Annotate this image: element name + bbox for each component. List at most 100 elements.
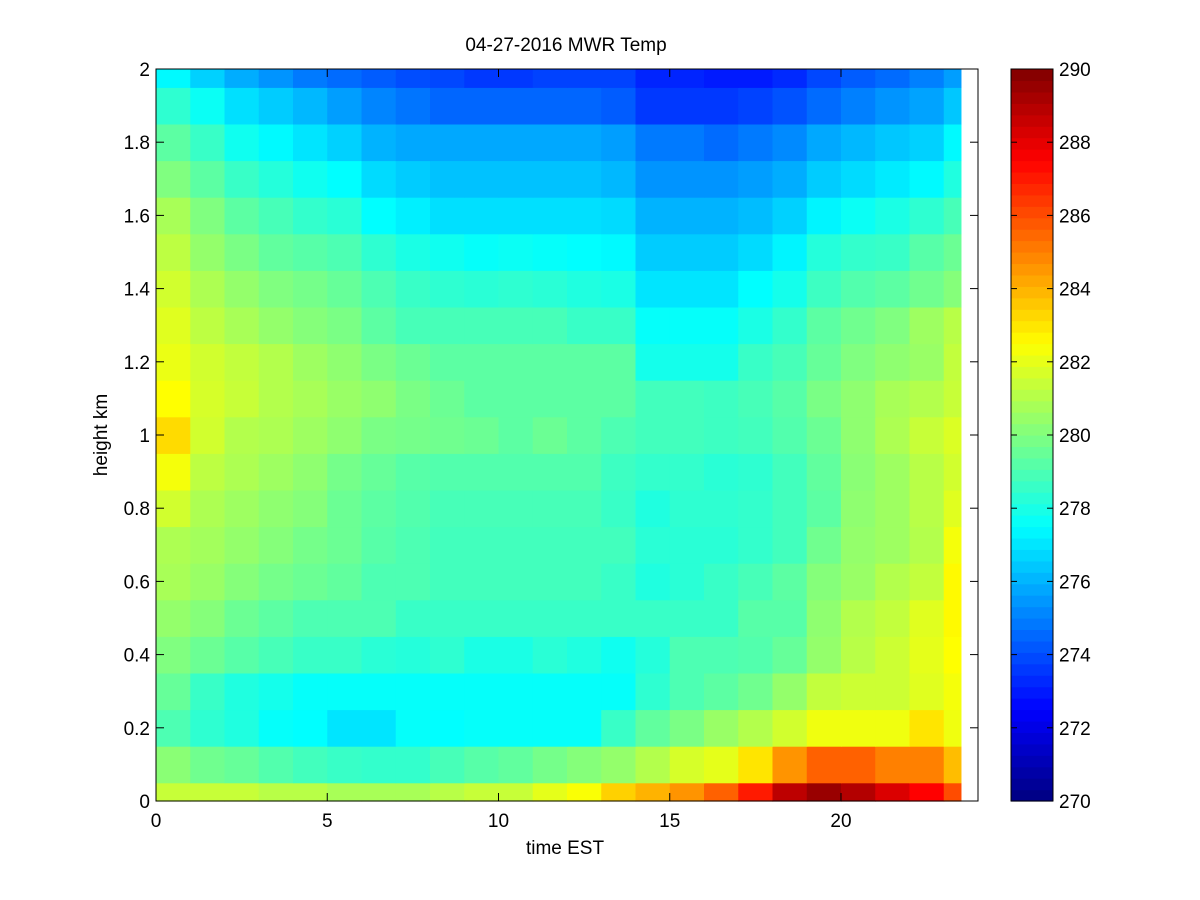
heatmap-cell <box>498 563 534 601</box>
colorbar-band <box>1011 80 1053 93</box>
heatmap-cell <box>909 672 945 711</box>
colorbar-band <box>1011 389 1053 402</box>
heatmap-cell <box>772 343 808 381</box>
heatmap-cell <box>806 380 842 418</box>
heatmap-cell <box>943 599 962 637</box>
heatmap-cell <box>258 489 294 528</box>
heatmap-cell <box>190 123 226 162</box>
heatmap-cell <box>601 87 637 125</box>
heatmap-cell <box>704 380 739 418</box>
heatmap-cell <box>704 123 739 162</box>
heatmap-cell <box>430 782 465 802</box>
heatmap-cell <box>361 709 397 747</box>
heatmap-cell <box>224 526 260 564</box>
heatmap-cell <box>875 563 911 601</box>
heatmap-cell <box>190 526 226 564</box>
heatmap-cell <box>498 416 534 454</box>
heatmap-cell <box>190 489 226 528</box>
heatmap-cell <box>567 270 602 308</box>
colorbar-band <box>1011 526 1053 539</box>
colorbar-band <box>1011 492 1053 505</box>
heatmap-cell <box>806 453 842 491</box>
heatmap-cell <box>190 343 226 381</box>
heatmap-cell <box>327 123 363 162</box>
heatmap-cell <box>258 563 294 601</box>
heatmap-cell <box>841 123 876 162</box>
heatmap-cell <box>464 782 500 802</box>
heatmap-cell <box>190 563 226 601</box>
heatmap-cell <box>224 782 260 802</box>
colorbar-band <box>1011 698 1053 711</box>
heatmap-cell <box>669 270 705 308</box>
colorbar-band <box>1011 171 1053 184</box>
colorbar-band <box>1011 240 1053 253</box>
x-tick-label: 5 <box>322 811 333 832</box>
heatmap-cell <box>909 69 945 88</box>
heatmap-cell <box>669 69 705 88</box>
heatmap-cell <box>909 782 945 802</box>
heatmap-cell <box>601 160 637 198</box>
heatmap-cell <box>635 782 671 802</box>
heatmap-cell <box>532 233 568 271</box>
heatmap-cell <box>909 416 945 454</box>
heatmap-cell <box>430 672 465 711</box>
heatmap-cell <box>841 526 876 564</box>
heatmap-cell <box>258 453 294 491</box>
heatmap-cell <box>293 599 328 637</box>
heatmap-cell <box>806 306 842 345</box>
heatmap-cell <box>532 160 568 198</box>
colorbar-band <box>1011 663 1053 676</box>
heatmap-cell <box>464 69 500 88</box>
heatmap-cell <box>327 197 363 235</box>
heatmap-cell <box>943 160 962 198</box>
heatmap-cell <box>430 453 465 491</box>
heatmap-cell <box>258 197 294 235</box>
y-tick-label: 1 <box>139 426 150 447</box>
heatmap-cell <box>395 87 431 125</box>
colorbar-band <box>1011 606 1053 619</box>
heatmap-cell <box>532 526 568 564</box>
heatmap-cell <box>704 636 739 674</box>
heatmap-cell <box>532 489 568 528</box>
heatmap-cell <box>806 563 842 601</box>
heatmap-cell <box>635 709 671 747</box>
heatmap-cell <box>635 233 671 271</box>
heatmap-cell <box>567 672 602 711</box>
x-tick-label: 0 <box>151 811 162 832</box>
heatmap-cell <box>190 709 226 747</box>
heatmap-cell <box>704 672 739 711</box>
colorbar-band <box>1011 252 1053 265</box>
heatmap-cell <box>361 489 397 528</box>
heatmap-cell <box>601 197 637 235</box>
heatmap-cell <box>601 746 637 784</box>
heatmap-cell <box>190 782 226 802</box>
x-axis-label: time EST <box>526 838 605 859</box>
colorbar-band <box>1011 446 1053 459</box>
heatmap-cell <box>806 599 842 637</box>
heatmap-cell <box>293 233 328 271</box>
heatmap-cell <box>943 526 962 564</box>
heatmap-cell <box>361 160 397 198</box>
heatmap-cell <box>738 343 774 381</box>
heatmap-cell <box>875 123 911 162</box>
heatmap-cell <box>156 672 191 711</box>
colorbar-band <box>1011 206 1053 219</box>
heatmap-cell <box>224 563 260 601</box>
heatmap-cell <box>361 672 397 711</box>
heatmap-cell <box>224 672 260 711</box>
heatmap-cell <box>293 87 328 125</box>
heatmap-cell <box>601 563 637 601</box>
heatmap-cell <box>601 453 637 491</box>
heatmap-cell <box>327 672 363 711</box>
heatmap-cell <box>361 453 397 491</box>
heatmap-cell <box>190 69 226 88</box>
heatmap-cell <box>361 599 397 637</box>
heatmap-cell <box>841 453 876 491</box>
heatmap-cell <box>635 453 671 491</box>
heatmap-cell <box>738 416 774 454</box>
heatmap-cell <box>601 306 637 345</box>
heatmap-cell <box>293 197 328 235</box>
heatmap-cell <box>190 672 226 711</box>
heatmap-cell <box>875 160 911 198</box>
heatmap-cell <box>635 87 671 125</box>
